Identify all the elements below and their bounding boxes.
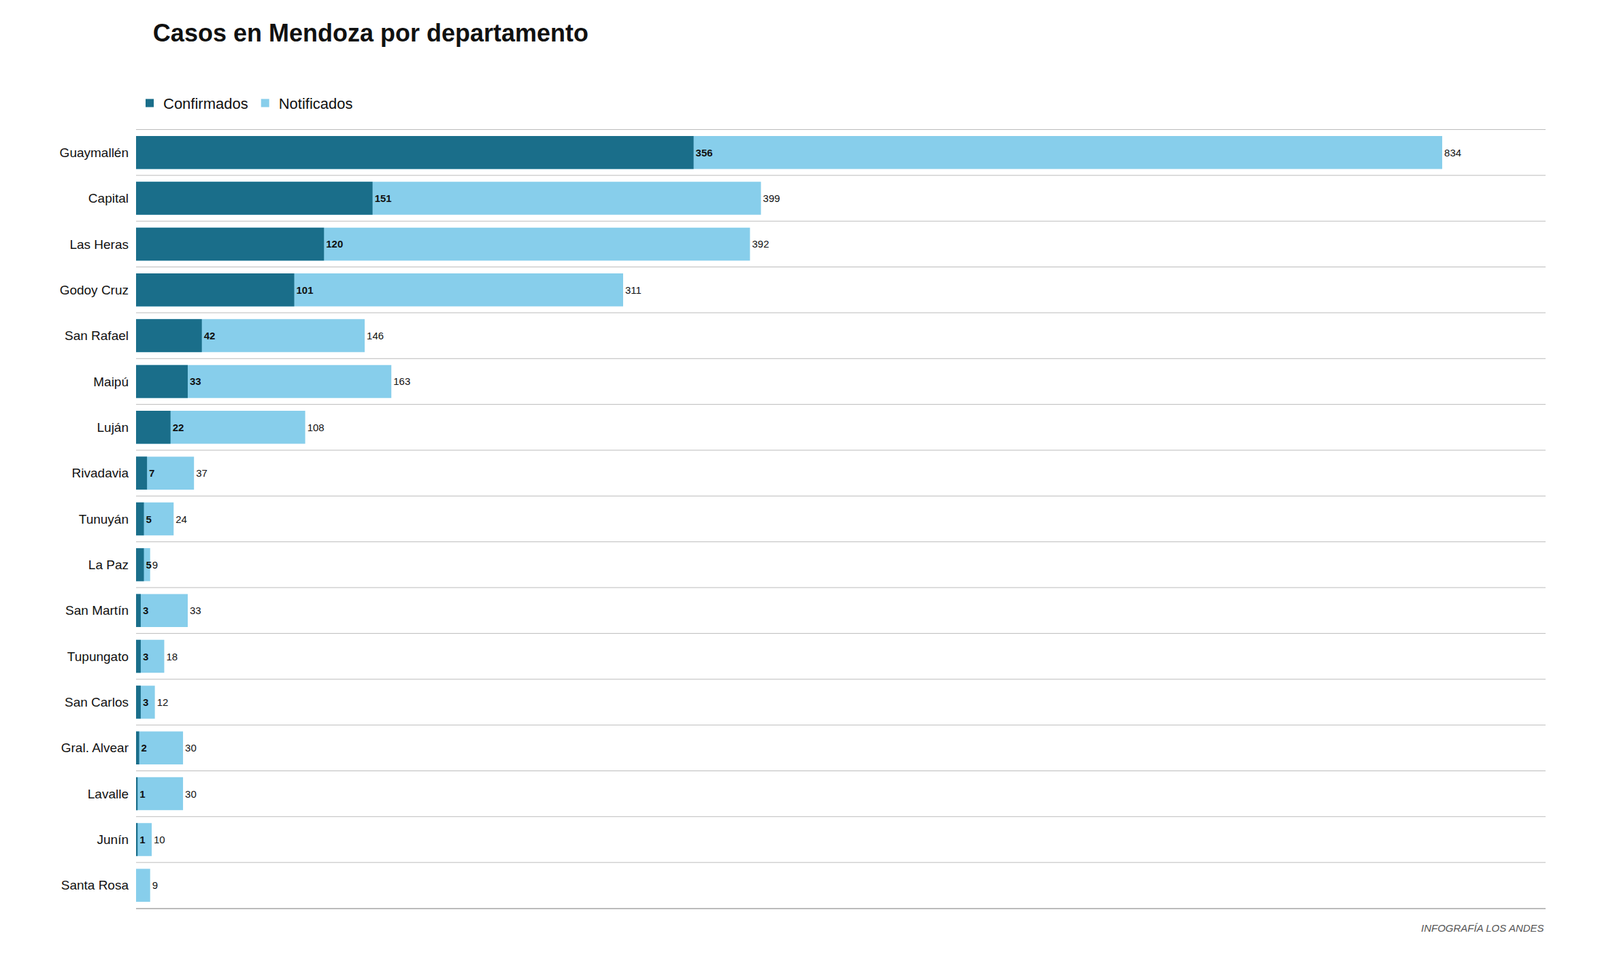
svg-text:392: 392 (751, 238, 769, 250)
svg-text:Confirmados: Confirmados (163, 95, 249, 113)
svg-text:163: 163 (393, 375, 411, 388)
svg-text:37: 37 (195, 467, 208, 479)
svg-text:San Carlos: San Carlos (64, 695, 129, 710)
svg-text:Maipú: Maipú (93, 374, 129, 390)
svg-text:24: 24 (175, 513, 188, 526)
svg-text:Santa Rosa: Santa Rosa (61, 878, 130, 893)
svg-text:3: 3 (142, 604, 149, 617)
svg-text:5: 5 (146, 513, 152, 526)
svg-text:Capital: Capital (88, 191, 129, 206)
svg-text:33: 33 (189, 604, 202, 617)
svg-text:33: 33 (189, 375, 202, 388)
svg-text:5: 5 (146, 559, 152, 571)
svg-text:101: 101 (296, 284, 314, 296)
svg-text:7: 7 (148, 467, 155, 479)
svg-text:311: 311 (625, 284, 642, 296)
svg-text:Las Heras: Las Heras (69, 237, 129, 252)
svg-text:834: 834 (1444, 146, 1462, 159)
svg-text:42: 42 (204, 329, 216, 342)
svg-text:30: 30 (185, 742, 197, 754)
svg-text:INFOGRAFÍA LOS ANDES: INFOGRAFÍA LOS ANDES (1421, 922, 1545, 935)
svg-text:3: 3 (142, 651, 149, 663)
svg-text:9: 9 (152, 879, 158, 892)
svg-text:108: 108 (307, 421, 325, 434)
svg-text:1: 1 (139, 788, 145, 800)
svg-text:Notificados: Notificados (278, 95, 354, 113)
svg-text:2: 2 (141, 742, 147, 754)
svg-text:San Rafael: San Rafael (64, 328, 129, 343)
svg-text:Casos en Mendoza por departame: Casos en Mendoza por departamento (153, 19, 589, 47)
svg-text:Tunuyán: Tunuyán (78, 512, 129, 527)
svg-text:9: 9 (152, 559, 158, 571)
svg-text:Junín: Junín (97, 832, 129, 847)
svg-text:18: 18 (165, 651, 178, 663)
svg-text:Guaymallén: Guaymallén (59, 145, 129, 160)
svg-text:Rivadavia: Rivadavia (72, 465, 130, 481)
svg-text:La Paz: La Paz (88, 557, 129, 573)
svg-text:10: 10 (153, 834, 166, 846)
svg-text:3: 3 (142, 696, 149, 709)
svg-text:1: 1 (139, 834, 145, 846)
svg-text:Tupungato: Tupungato (67, 649, 129, 664)
svg-text:120: 120 (325, 238, 343, 250)
svg-text:146: 146 (366, 329, 384, 342)
svg-text:30: 30 (185, 788, 197, 800)
svg-text:San Martín: San Martín (65, 603, 129, 618)
svg-text:399: 399 (763, 192, 781, 205)
svg-text:22: 22 (172, 421, 185, 434)
svg-text:12: 12 (157, 696, 169, 709)
svg-text:356: 356 (695, 146, 713, 159)
svg-text:Luján: Luján (97, 420, 130, 435)
svg-text:Gral. Alvear: Gral. Alvear (61, 740, 130, 756)
svg-text:151: 151 (374, 192, 392, 205)
svg-text:Lavalle: Lavalle (87, 787, 129, 802)
svg-text:Godoy Cruz: Godoy Cruz (59, 282, 129, 298)
